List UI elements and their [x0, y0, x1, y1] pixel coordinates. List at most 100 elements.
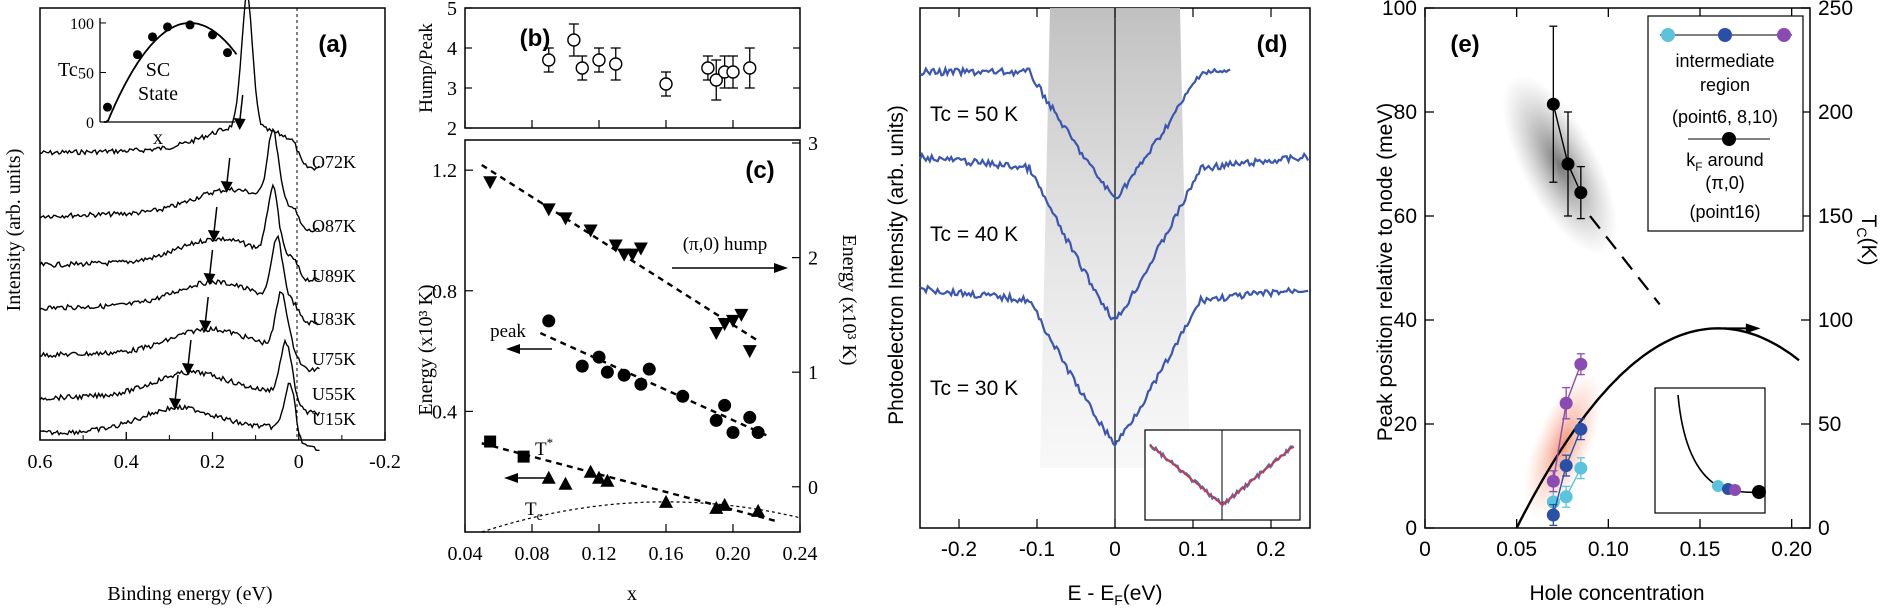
- panel-c-point-0-8: [717, 317, 732, 331]
- panel-c-point-1-1: [575, 359, 589, 373]
- panel-a-curve-label-2: U89K: [312, 266, 356, 286]
- panel-c-y-tick-label-right-1: 1: [808, 362, 818, 384]
- panel-e-legend-kf-sub: F: [1695, 160, 1702, 174]
- panel-a-spectrum-U89K: [39, 183, 320, 283]
- panel-c-point-2-1: [517, 450, 530, 463]
- panel-c-point-0-6: [625, 248, 640, 262]
- panel-c-point-1-5: [634, 377, 648, 391]
- panel-e-y-tick-label-right-3: 150: [1818, 205, 1853, 228]
- panel-e-label: (e): [1450, 31, 1479, 58]
- panel-e-y-tick-label-right-1: 50: [1818, 413, 1841, 436]
- panel-c-point-3-1: [558, 476, 573, 490]
- panel-e-legend-marker-blue: [1718, 28, 1732, 42]
- panel-d-spectrum-0: [919, 64, 1231, 200]
- panel-a-inset-y-tick-label-0: 0: [86, 115, 94, 132]
- panel-c-point-0-12: [742, 345, 757, 359]
- panel-d: -0.2 -0.1 0 0.1 0.2 Tc = 50 K Tc = 40 K Tc = 3…: [885, 7, 1311, 608]
- panel-a-inset-x-label: x: [153, 127, 163, 149]
- panel-e-legend-marker-cyan: [1661, 28, 1675, 42]
- panel-a-curve-label-4: U75K: [312, 349, 356, 369]
- panel-a-curve-label-1: O87K: [312, 216, 356, 236]
- panel-a-arrow-head-1: [220, 181, 233, 193]
- panel-a-arrow-head-2: [207, 230, 220, 242]
- panel-c-y-tick-label-right-0: 0: [808, 477, 818, 499]
- panel-a-arrow-shaft-6: [174, 374, 179, 403]
- panel-a-arrow-head-5: [181, 363, 194, 375]
- panel-a-arrow-shaft-1: [226, 157, 231, 186]
- panel-e-legend-marker-black: [1722, 132, 1736, 146]
- panel-a-arrow-shaft-2: [213, 206, 218, 235]
- panel-d-inset: [1144, 429, 1301, 521]
- panel-b-y-tick-label-2: 4: [447, 38, 457, 60]
- panel-c-tc-base: T: [525, 499, 537, 520]
- panel-b-point-4: [609, 57, 623, 71]
- panel-a-x-tick-label-1: 0.4: [114, 451, 139, 473]
- panel-a-spectrum-U15K: [39, 382, 320, 452]
- panel-e-point-1-2: [1574, 461, 1588, 475]
- panel-d-x-axis-label: E - EF(eV): [1068, 582, 1163, 608]
- panel-e-y-tick-label-1: 20: [1394, 413, 1417, 436]
- panel-c-point-1-11: [743, 410, 757, 424]
- panel-c-hump-label: (π,0) hump: [683, 234, 768, 255]
- panel-c-label: (c): [745, 157, 774, 184]
- panel-c-point-0-3: [583, 224, 598, 238]
- panel-b-y-ticks: 2 3 4 5: [447, 0, 800, 140]
- panel-c-point-1-3: [600, 365, 614, 379]
- panel-e-y-tick-label-2: 40: [1394, 309, 1417, 332]
- panel-e-tc-axis-arrow: [1723, 323, 1761, 334]
- panel-d-curve-label-1: Tc = 40 K: [930, 223, 1018, 246]
- panel-b-points: [542, 23, 757, 101]
- panel-e-inset-frame: [1654, 387, 1766, 514]
- panel-c-point-2-0: [484, 435, 497, 448]
- panel-b-frame: [464, 7, 801, 129]
- panel-c-x-axis-label: x: [627, 583, 637, 605]
- panel-c-fit-lines: [481, 163, 799, 533]
- panel-a-x-tick-label-4: -0.2: [369, 451, 401, 473]
- panel-e-y-tick-label-4: 80: [1394, 101, 1417, 124]
- panel-c-x-tick-label-2: 0.12: [582, 543, 617, 565]
- panel-e-x-tick-label-4: 0.20: [1771, 538, 1812, 561]
- panel-c-y-tick-label-right-2: 2: [808, 248, 818, 270]
- panel-c-tstar-base: T: [535, 439, 547, 460]
- panel-c-point-1-6: [642, 362, 656, 376]
- panel-e-point-2-0: [1546, 508, 1560, 522]
- panel-a-x-tick-label-3: 0: [294, 451, 304, 473]
- panel-c-point-1-12: [751, 425, 765, 439]
- panel-a-spectrum-O87K: [39, 127, 321, 233]
- panel-d-x-tick-label-2: 0: [1109, 538, 1121, 561]
- panel-c-tstar-sup: *: [547, 435, 554, 450]
- panel-e-x-tick-label-2: 0.10: [1588, 538, 1629, 561]
- panel-c-tc-arrowhead: [504, 473, 518, 483]
- panel-d-curve-label-0: Tc = 50 K: [930, 103, 1018, 126]
- panel-c-tc-sub: c: [537, 508, 543, 523]
- panel-e-legend-entry1-line2: region: [1700, 75, 1750, 95]
- panel-a-spectrum-U83K: [39, 234, 320, 327]
- panel-c-y-tick-label-2: 1.2: [432, 160, 457, 182]
- panel-c-x-tick-label-1: 0.08: [515, 543, 550, 565]
- panel-d-xlabel-sub: F: [1114, 592, 1123, 608]
- panel-b-point-3: [592, 53, 606, 67]
- panel-b-point-6: [701, 61, 715, 75]
- panel-a-curve-label-5: U55K: [312, 384, 356, 404]
- panel-e-point-3-0: [1546, 474, 1560, 488]
- panel-c-point-1-7: [676, 389, 690, 403]
- panel-a: 0.6 0.4 0.2 0 -0.2 O72K O87K U89K U83K U75K U55K U…: [3, 0, 401, 605]
- panel-e-legend-marker-purple: [1777, 28, 1791, 42]
- panel-a-inset-y-label: Tc: [58, 59, 78, 81]
- panel-e-right-label-base: T: [1857, 215, 1880, 228]
- panel-c-point-3-4: [600, 473, 615, 487]
- panel-a-inset-point-2: [148, 32, 157, 42]
- panel-a-curve-label-6: U15K: [312, 409, 356, 429]
- panel-e-y-tick-label-right-0: 0: [1818, 517, 1830, 540]
- panel-c-point-1-2: [592, 350, 606, 364]
- panel-e-legend-frame: [1647, 15, 1804, 232]
- panel-a-inset-ticks: 0 50 100: [70, 16, 106, 132]
- panel-c-x-tick-label-5: 0.24: [783, 543, 818, 565]
- panel-e-y-tick-label-3: 60: [1394, 205, 1417, 228]
- panel-d-x-tick-label-4: 0.2: [1256, 538, 1285, 561]
- panel-b-point-2: [575, 61, 589, 75]
- panel-c-point-1-8: [709, 413, 723, 427]
- panel-a-curve-label-0: O72K: [312, 152, 356, 172]
- panel-e-x-tick-label-0: 0: [1419, 538, 1431, 561]
